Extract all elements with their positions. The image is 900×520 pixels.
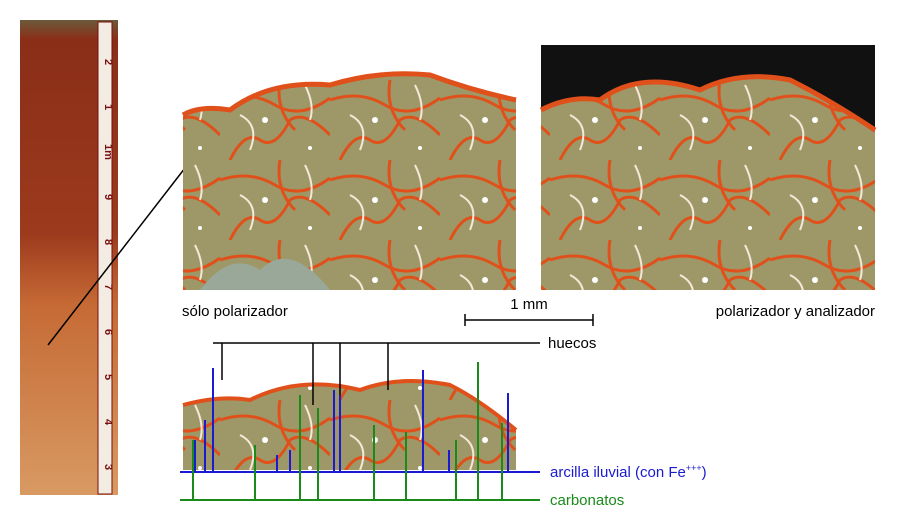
ruler-label: 6 [102,329,114,335]
caption-right: polarizador y analizador [716,303,875,320]
ruler-label: 5 [102,374,114,380]
micrograph-crossed [539,45,877,290]
clay-text: arcilla iluvial (con Fe [550,464,686,481]
scale-bar [464,314,594,326]
caption-left: sólo polarizador [182,303,288,320]
clay-superscript: +++ [686,463,702,473]
micrograph-plain [181,45,517,290]
carbonates-label: carbonatos [550,492,624,509]
ruler-labels: 2 1 1m 9 8 7 6 5 4 3 [102,59,114,470]
ruler-label: 7 [102,284,114,290]
clay-text-end: ) [702,464,707,481]
voids-label: huecos [548,335,596,352]
scale-label: 1 mm [510,296,548,313]
voids-leaders [213,342,540,405]
ruler-label: 1 [102,104,114,110]
carbonate-leaders [180,362,540,501]
clay-leaders [180,368,540,473]
micrograph-annotated [182,357,518,470]
measuring-tape [97,21,113,495]
ruler-label: 3 [102,464,114,470]
ruler-label: 8 [102,239,114,245]
ruler-label: 2 [102,59,114,65]
ruler-label: 9 [102,194,114,200]
clay-label: arcilla iluvial (con Fe+++) [550,463,707,481]
ruler-label: 1m [102,144,114,160]
ruler-label: 4 [102,419,114,426]
connector-line [47,167,186,346]
